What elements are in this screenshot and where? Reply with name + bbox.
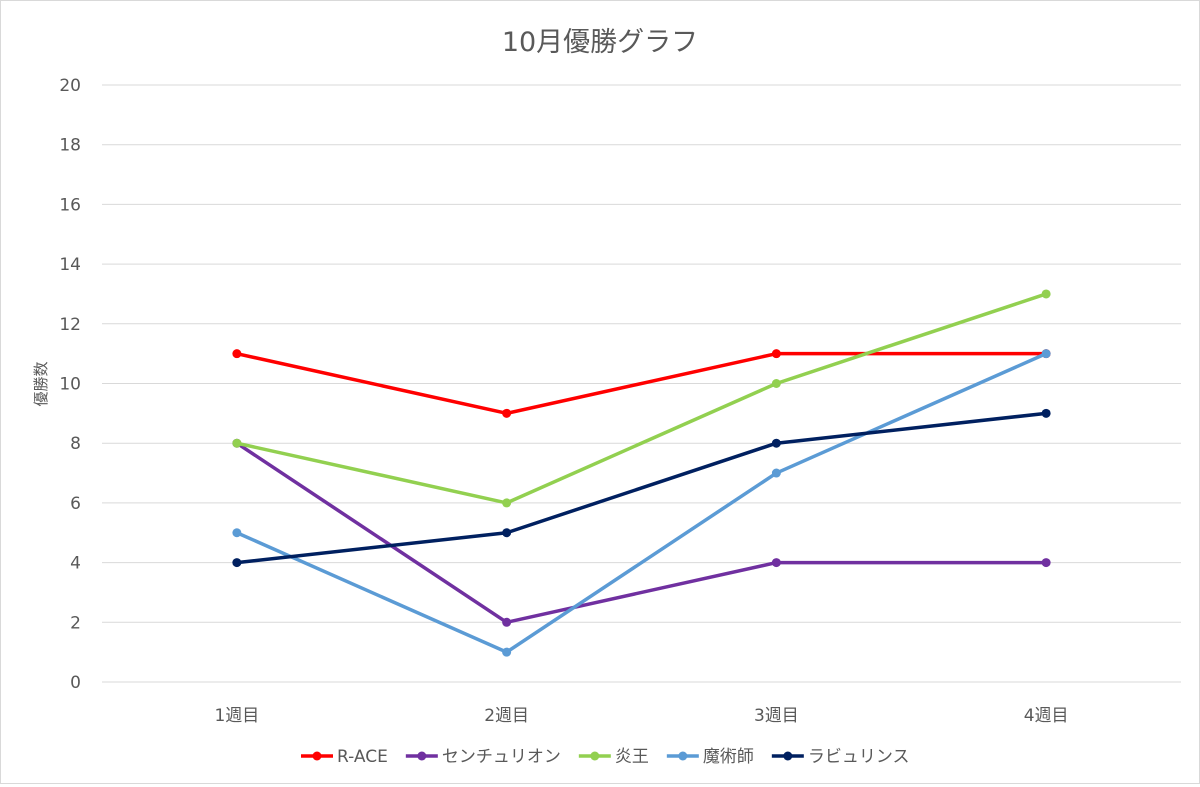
- series-line: [235, 441, 1048, 625]
- data-point: [771, 558, 781, 568]
- legend-marker: [783, 751, 793, 761]
- y-axis-ticks: 0 2 4 6 8 10 12 14 16 18 20: [59, 76, 81, 693]
- data-point: [232, 349, 242, 359]
- y-tick-label: 2: [70, 613, 81, 633]
- data-point: [1041, 289, 1051, 299]
- y-axis-title: 優勝数: [32, 361, 50, 406]
- data-point: [1041, 558, 1051, 568]
- data-point: [771, 468, 781, 478]
- legend-item: センチュリオン: [405, 747, 561, 767]
- y-tick-label: 6: [70, 494, 81, 514]
- y-tick-label: 8: [70, 434, 81, 454]
- legend-marker: [417, 751, 427, 761]
- y-tick-label: 16: [59, 195, 81, 215]
- data-point: [232, 438, 242, 448]
- y-tick-label: 20: [59, 76, 81, 96]
- y-tick-label: 4: [70, 554, 81, 574]
- series-line: [235, 292, 1048, 505]
- x-tick-label: 4週目: [1024, 706, 1069, 726]
- data-point: [502, 528, 512, 538]
- legend-item: R-ACE: [301, 747, 388, 767]
- series-2: [232, 289, 1051, 508]
- y-tick-label: 0: [70, 673, 81, 693]
- y-tick-label: 12: [59, 315, 81, 335]
- data-point: [502, 408, 512, 418]
- legend-label: 炎王: [615, 747, 649, 767]
- legend-item: ラビュリンス: [771, 747, 910, 767]
- data-point: [1041, 408, 1051, 418]
- legend-marker: [590, 751, 600, 761]
- series-line: [235, 411, 1048, 565]
- data-point: [771, 349, 781, 359]
- data-point: [771, 379, 781, 388]
- x-tick-label: 3週目: [754, 706, 799, 726]
- data-point: [771, 438, 781, 448]
- chart-title: 10月優勝グラフ: [502, 27, 698, 58]
- legend-label: 魔術師: [703, 747, 754, 767]
- data-point: [502, 617, 512, 627]
- legend-label: センチュリオン: [442, 747, 561, 767]
- series-lines: [232, 289, 1051, 657]
- legend-marker: [678, 751, 688, 761]
- legend-label: R-ACE: [337, 747, 388, 767]
- data-point: [1041, 349, 1051, 359]
- legend-label: ラビュリンス: [808, 747, 910, 767]
- series-line: [235, 351, 1048, 654]
- data-point: [232, 558, 242, 568]
- y-tick-label: 10: [59, 375, 81, 395]
- series-line: [235, 351, 1048, 416]
- data-point: [502, 498, 512, 508]
- data-point: [232, 528, 242, 538]
- legend-item: 炎王: [578, 747, 649, 767]
- y-tick-label: 14: [59, 255, 81, 275]
- series-4: [232, 408, 1051, 568]
- x-tick-label: 1週目: [214, 706, 259, 726]
- series-3: [232, 349, 1051, 657]
- y-tick-label: 18: [59, 136, 81, 156]
- legend: R-ACE センチュリオン 炎王 魔術師 ラビュリンス: [301, 747, 910, 767]
- x-tick-label: 2週目: [484, 706, 529, 726]
- legend-item: 魔術師: [666, 747, 754, 767]
- legend-marker: [312, 751, 322, 761]
- data-point: [502, 647, 512, 657]
- x-axis-ticks: 1週目 2週目 3週目 4週目: [214, 706, 1068, 726]
- series-1: [232, 438, 1051, 627]
